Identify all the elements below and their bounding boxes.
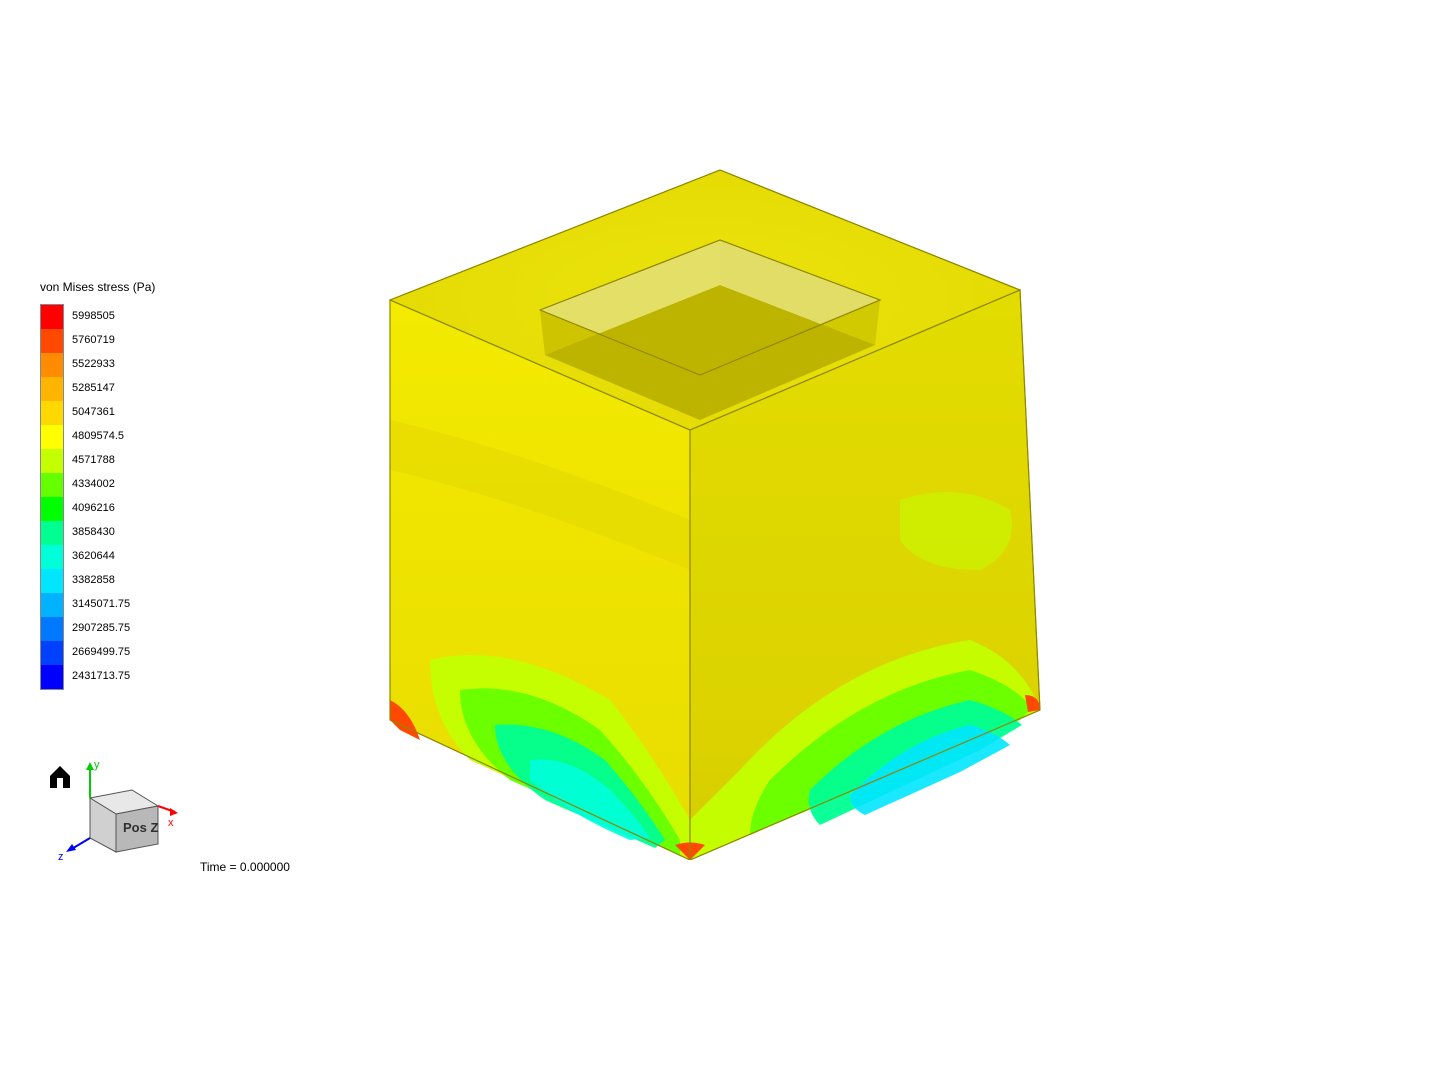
legend-swatch — [41, 569, 63, 593]
legend-swatch — [41, 377, 63, 401]
legend-value: 4809574.5 — [72, 424, 130, 448]
axis-label-z: z — [58, 851, 64, 863]
legend-swatch — [41, 593, 63, 617]
legend-value: 5047361 — [72, 400, 130, 424]
axis-label-y: y — [94, 759, 100, 771]
view-navigation-widget[interactable]: Pos Z y x z — [40, 750, 180, 870]
legend-value: 2669499.75 — [72, 640, 130, 664]
legend-labels: 5998505576071955229335285147504736148095… — [72, 304, 130, 688]
legend-value: 5998505 — [72, 304, 130, 328]
legend-value: 3858430 — [72, 520, 130, 544]
legend-value: 3145071.75 — [72, 592, 130, 616]
legend-swatches — [40, 304, 64, 690]
legend-value: 4334002 — [72, 472, 130, 496]
legend-title: von Mises stress (Pa) — [40, 280, 220, 294]
legend-swatch — [41, 641, 63, 665]
fea-model[interactable] — [320, 100, 1080, 860]
legend-value: 3382858 — [72, 568, 130, 592]
fea-viewport[interactable] — [320, 100, 1080, 860]
legend-swatch — [41, 401, 63, 425]
axis-label-x: x — [168, 817, 174, 829]
legend-swatch — [41, 353, 63, 377]
legend-value: 2431713.75 — [72, 664, 130, 688]
home-icon[interactable] — [50, 766, 70, 788]
legend-value: 4571788 — [72, 448, 130, 472]
legend-swatch — [41, 473, 63, 497]
legend-value: 5760719 — [72, 328, 130, 352]
time-label: Time = 0.000000 — [200, 860, 290, 874]
legend-value: 4096216 — [72, 496, 130, 520]
legend-bar: 5998505576071955229335285147504736148095… — [40, 304, 220, 690]
nav-cube[interactable]: Pos Z — [90, 790, 158, 852]
legend-swatch — [41, 545, 63, 569]
legend-value: 5285147 — [72, 376, 130, 400]
legend-swatch — [41, 305, 63, 329]
color-legend: von Mises stress (Pa) 599850557607195522… — [40, 280, 220, 690]
legend-swatch — [41, 617, 63, 641]
legend-swatch — [41, 449, 63, 473]
legend-swatch — [41, 329, 63, 353]
legend-swatch — [41, 521, 63, 545]
nav-cube-face-label: Pos Z — [123, 820, 158, 835]
legend-value: 5522933 — [72, 352, 130, 376]
legend-swatch — [41, 497, 63, 521]
legend-value: 3620644 — [72, 544, 130, 568]
legend-swatch — [41, 425, 63, 449]
legend-swatch — [41, 665, 63, 689]
legend-value: 2907285.75 — [72, 616, 130, 640]
